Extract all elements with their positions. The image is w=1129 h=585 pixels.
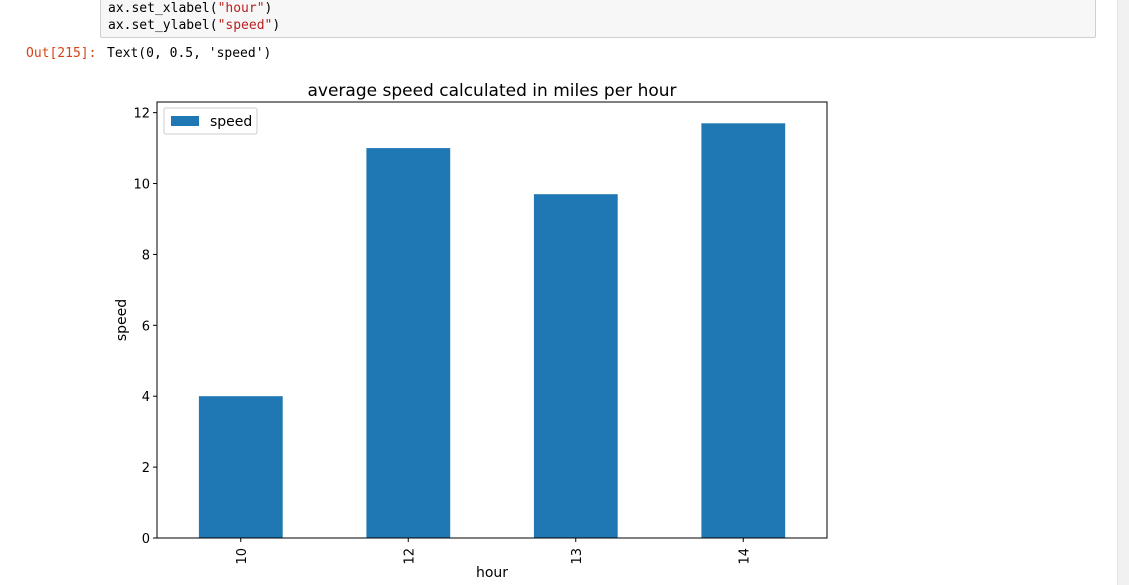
code-line-xlabel: ax.set_xlabel("hour") — [108, 1, 273, 16]
y-tick-label-12: 12 — [133, 107, 150, 122]
output-prompt: Out[215]: — [26, 46, 97, 61]
y-tick-label-8: 8 — [142, 248, 150, 263]
y-tick-label-2: 2 — [142, 461, 150, 476]
x-axis-label: hour — [476, 565, 508, 581]
legend-label: speed — [210, 114, 252, 130]
code-line-ylabel: ax.set_ylabel("speed") — [108, 18, 281, 33]
legend-swatch — [171, 116, 199, 126]
x-tick-label-13: 13 — [570, 548, 585, 565]
y-tick-label-4: 4 — [142, 390, 150, 405]
bar-10 — [198, 396, 283, 538]
y-axis-label: speed — [114, 299, 130, 341]
legend: speed — [163, 107, 258, 135]
chart-title: average speed calculated in miles per ho… — [307, 81, 676, 101]
plot-area-frame — [156, 101, 828, 539]
bar-12 — [366, 148, 451, 538]
x-tick-label-12: 12 — [402, 548, 417, 565]
scrollbar[interactable] — [1117, 0, 1129, 585]
bar-13 — [533, 194, 618, 538]
output-text: Text(0, 0.5, 'speed') — [107, 46, 272, 61]
code-cell[interactable]: ax.set_xlabel("hour") ax.set_ylabel("spe… — [100, 0, 1096, 38]
x-tick-label-14: 14 — [737, 548, 752, 565]
legend-box — [163, 107, 258, 135]
y-tick-label-0: 0 — [142, 532, 150, 547]
y-tick-label-10: 10 — [133, 178, 150, 193]
bar-14 — [701, 123, 786, 539]
x-tick-label-10: 10 — [235, 548, 250, 565]
y-tick-label-6: 6 — [142, 319, 150, 334]
